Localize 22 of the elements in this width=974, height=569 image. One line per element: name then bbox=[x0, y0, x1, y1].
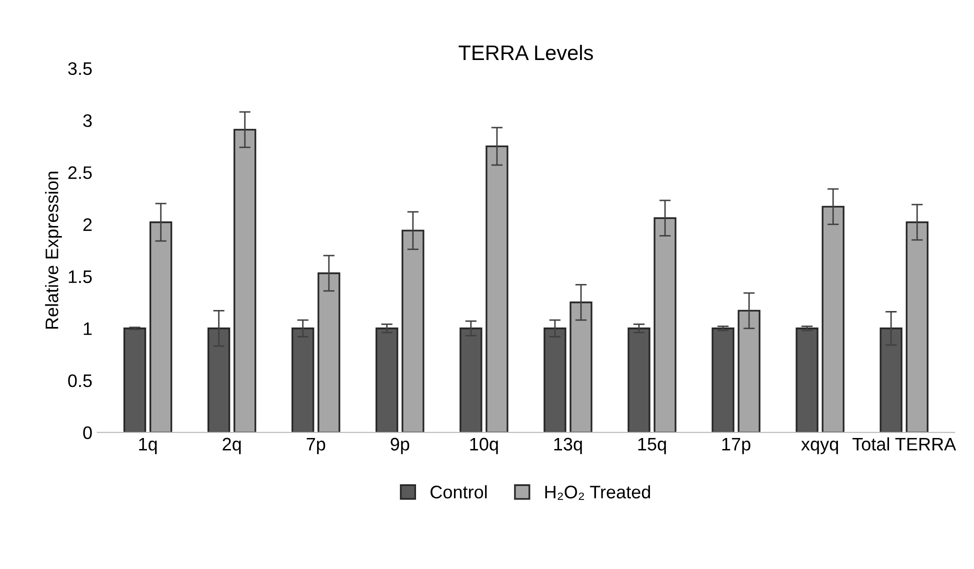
x-tick-label: Total TERRA bbox=[852, 437, 956, 451]
chart-title: TERRA Levels bbox=[458, 44, 593, 60]
y-tick-label: 3.5 bbox=[68, 62, 92, 75]
x-tick-label: xqyq bbox=[801, 440, 838, 454]
legend-label: H₂O₂ Treated bbox=[545, 485, 650, 500]
y-tick-label: 3 bbox=[83, 114, 92, 128]
y-tick-label: 0.5 bbox=[68, 374, 92, 388]
y-tick-label: 1 bbox=[84, 322, 92, 335]
x-tick-label: 10q bbox=[470, 438, 498, 454]
x-tick-label: 17p bbox=[722, 438, 750, 454]
x-tick-label: 1q bbox=[139, 438, 157, 454]
y-tick-label: 2.5 bbox=[68, 166, 92, 180]
x-tick-label: 9p bbox=[390, 438, 410, 454]
y-tick-label: 1.5 bbox=[68, 270, 92, 284]
y-tick-label: 0 bbox=[83, 426, 92, 440]
x-tick-label: 7p bbox=[306, 438, 326, 454]
legend-label: Control bbox=[430, 485, 487, 498]
y-axis-title: Relative Expression bbox=[45, 172, 62, 329]
x-tick-label: 15q bbox=[638, 438, 666, 454]
y-tick-label: 2 bbox=[83, 218, 92, 231]
x-tick-label: 13q bbox=[554, 438, 582, 454]
x-tick-label: 2q bbox=[222, 438, 241, 454]
